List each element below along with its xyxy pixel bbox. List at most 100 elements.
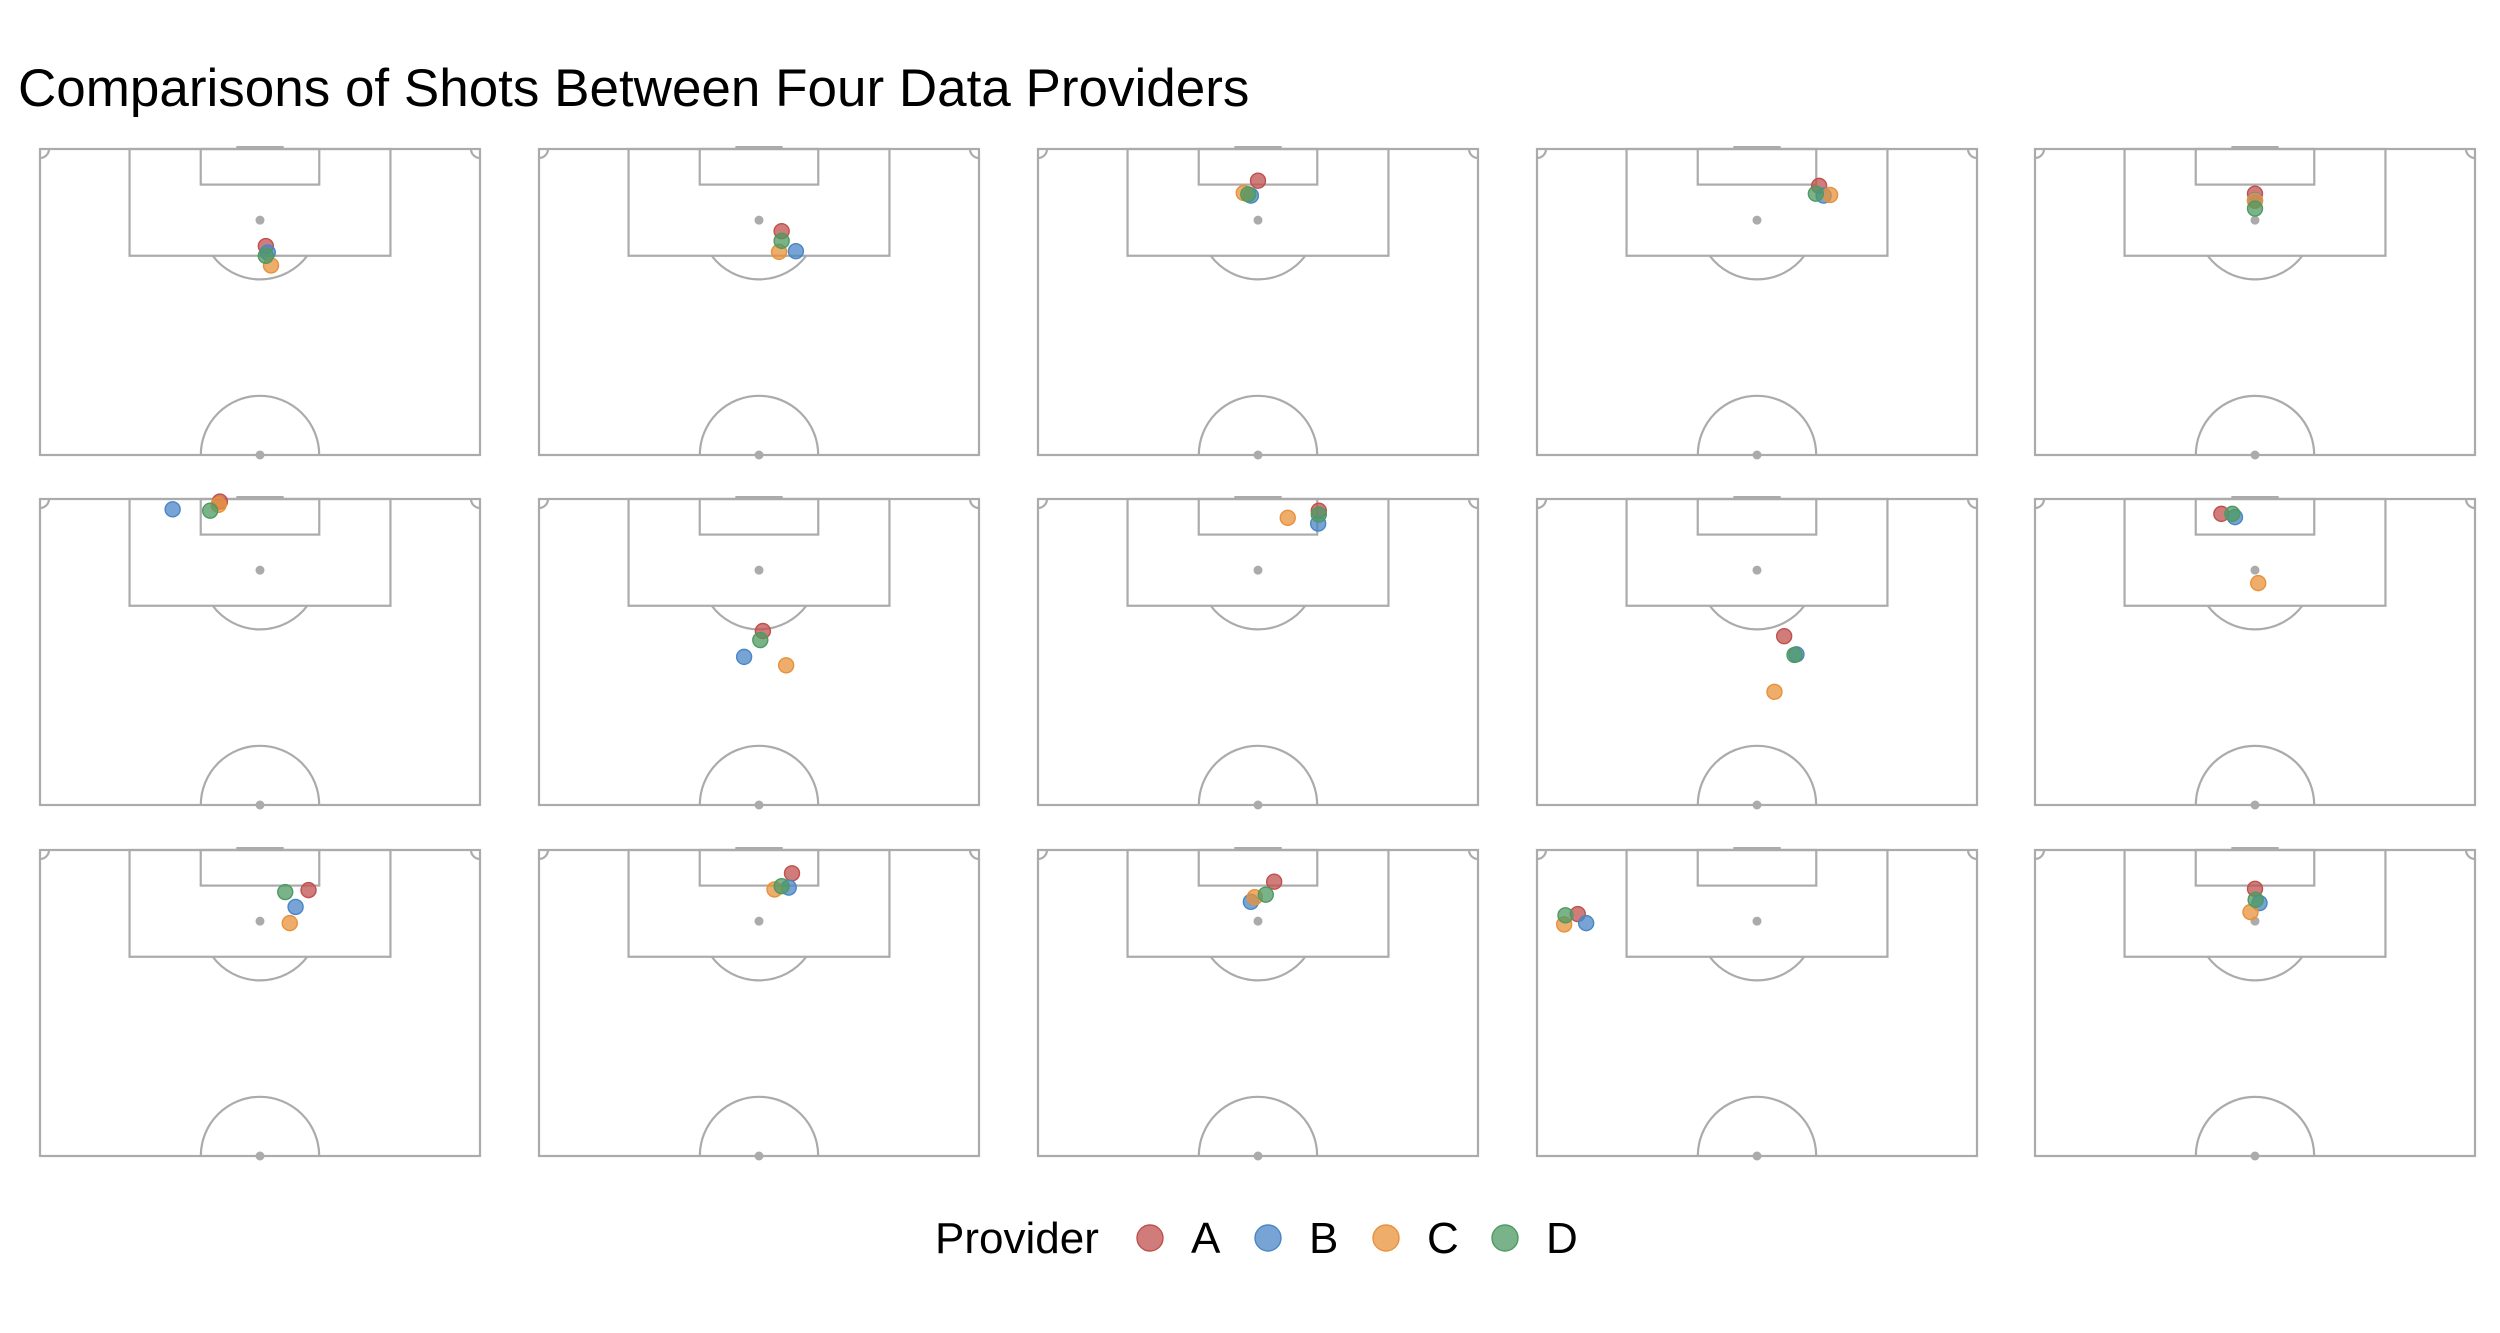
corner-arc: [1467, 849, 1479, 861]
centre-circle: [1696, 394, 1818, 456]
goal: [735, 496, 783, 499]
centre-spot: [1752, 1151, 1762, 1161]
penalty-area: [627, 497, 891, 607]
goal-area: [2194, 848, 2316, 887]
centre-circle: [1696, 744, 1818, 806]
penalty-arc: [710, 255, 808, 281]
centre-spot: [255, 1151, 265, 1161]
penalty-arc: [211, 956, 309, 982]
shot-point-d: [773, 878, 790, 895]
legend-item-a: A: [1136, 1214, 1221, 1263]
goal-area: [698, 848, 820, 887]
goal: [2231, 847, 2279, 850]
centre-spot: [1253, 1151, 1263, 1161]
pitch-outline: [537, 147, 981, 457]
goal-area: [1696, 147, 1818, 186]
pitch-panel: [537, 146, 981, 460]
corner-arc: [39, 148, 51, 160]
shot-point-c: [1279, 509, 1296, 526]
centre-spot: [1253, 800, 1263, 810]
goal-area: [2194, 497, 2316, 536]
corner-arc: [1536, 498, 1548, 510]
legend-items: A B C D: [1136, 1214, 1578, 1263]
shot-point-d: [1310, 506, 1328, 523]
penalty-arc: [1708, 255, 1806, 281]
shot-point-d: [201, 502, 219, 519]
corner-arc: [1536, 849, 1548, 861]
pitch-panel: [1535, 496, 1979, 810]
corner-arc: [2464, 498, 2476, 510]
penalty-arc: [2206, 255, 2304, 281]
centre-spot: [255, 800, 265, 810]
goal-area: [1197, 497, 1319, 536]
goal: [1234, 496, 1282, 499]
shot-point-d: [773, 232, 790, 250]
corner-arc: [538, 498, 550, 510]
shot-point-d: [1807, 185, 1825, 202]
pitch-outline: [537, 848, 981, 1158]
centre-spot: [754, 450, 764, 460]
penalty-area: [128, 147, 392, 257]
penalty-spot: [2250, 215, 2260, 225]
centre-circle: [199, 744, 321, 806]
legend-item-c: C: [1372, 1214, 1459, 1263]
pitch-outline: [1535, 497, 1979, 807]
shot-point-d: [1257, 886, 1274, 903]
goal-area: [698, 147, 820, 186]
penalty-spot: [1752, 916, 1762, 926]
goal: [1733, 146, 1781, 149]
goal: [236, 146, 284, 149]
centre-circle: [199, 394, 321, 456]
goal: [1234, 146, 1282, 149]
centre-circle: [698, 744, 820, 806]
legend: Provider A B C D: [935, 1214, 1578, 1263]
penalty-area: [1126, 497, 1390, 607]
penalty-area: [627, 848, 891, 958]
penalty-spot: [255, 565, 265, 575]
penalty-area: [1625, 848, 1889, 958]
penalty-arc: [2206, 605, 2304, 631]
legend-swatch: [1491, 1224, 1519, 1252]
corner-arc: [2464, 849, 2476, 861]
penalty-area: [627, 147, 891, 257]
centre-spot: [1752, 800, 1762, 810]
centre-circle: [698, 1095, 820, 1157]
legend-swatch: [1136, 1224, 1164, 1252]
pitch-panel: [2033, 146, 2477, 460]
legend-swatch: [1254, 1224, 1282, 1252]
shot-point-a: [1265, 873, 1283, 890]
centre-circle: [199, 1095, 321, 1157]
pitch-outline: [38, 848, 482, 1158]
corner-arc: [469, 849, 481, 861]
goal: [2231, 496, 2279, 499]
corner-arc: [538, 849, 550, 861]
corner-arc: [469, 498, 481, 510]
penalty-spot: [1752, 565, 1762, 575]
shot-point-b: [287, 898, 304, 916]
goal: [236, 496, 284, 499]
centre-spot: [1752, 450, 1762, 460]
centre-circle: [698, 394, 820, 456]
corner-arc: [1966, 148, 1978, 160]
pitch-panel: [1036, 496, 1480, 810]
goal: [1234, 847, 1282, 850]
shot-point-d: [752, 631, 769, 649]
goal-area: [1696, 848, 1818, 887]
chart-title: Comparisons of Shots Between Four Data P…: [18, 59, 1249, 118]
shot-point-d: [2224, 505, 2241, 523]
pitch-panel: [537, 496, 981, 810]
centre-circle: [2194, 1095, 2316, 1157]
pitch-panel: [1535, 146, 1979, 460]
corner-arc: [1467, 148, 1479, 160]
shot-point-b: [735, 648, 753, 666]
penalty-spot: [255, 215, 265, 225]
penalty-arc: [1209, 255, 1307, 281]
corner-arc: [39, 849, 51, 861]
corner-arc: [968, 849, 980, 861]
corner-arc: [1037, 498, 1049, 510]
goal: [735, 847, 783, 850]
pitch-panels: [38, 146, 2477, 1161]
goal-area: [1197, 848, 1319, 887]
pitch-outline: [1535, 848, 1979, 1158]
goal-area: [698, 497, 820, 536]
